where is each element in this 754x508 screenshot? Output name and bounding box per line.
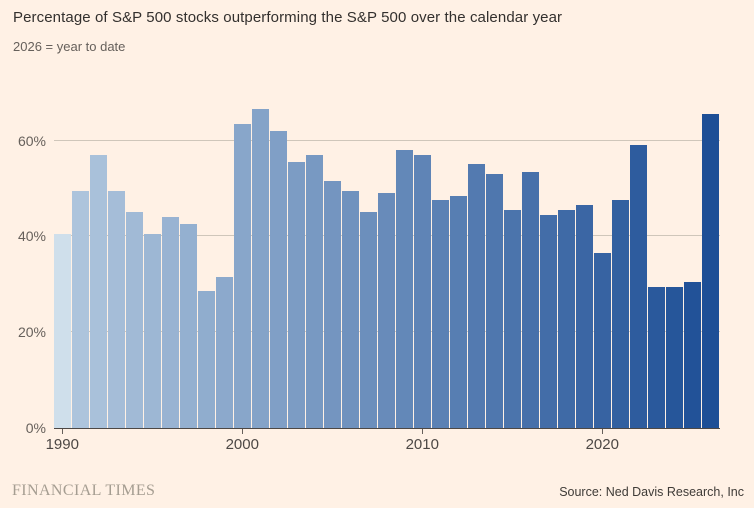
chart-area: 1990 2000 2010 2020 0% 20% 40% 60%	[0, 95, 754, 453]
bar-2009	[396, 150, 413, 428]
bar-2025	[684, 281, 701, 428]
bar-2002	[270, 130, 287, 428]
bar-1991	[72, 190, 89, 428]
bar-2010	[414, 154, 431, 428]
bar-1998	[198, 291, 215, 428]
bar-2014	[486, 174, 503, 428]
bar-2023	[648, 286, 665, 428]
bar-2017	[540, 214, 557, 428]
y-axis-label-20: 20%	[17, 324, 46, 341]
bar-2005	[324, 181, 341, 428]
bar-2001	[252, 109, 269, 428]
bar-1994	[126, 212, 143, 428]
bar-2011	[432, 200, 449, 428]
bar-2003	[288, 162, 305, 428]
bar-2013	[468, 164, 485, 428]
bar-1996	[162, 217, 179, 428]
bar-1993	[108, 190, 125, 428]
ft-wordmark: FINANCIAL TIMES	[12, 482, 156, 499]
y-axis-label-60: 60%	[17, 132, 46, 149]
bar-2021	[612, 200, 629, 428]
bar-1992	[90, 154, 107, 428]
bar-1997	[180, 224, 197, 428]
bar-1990	[54, 233, 71, 428]
bar-2004	[306, 154, 323, 428]
bar-2024	[666, 286, 683, 428]
bar-2012	[450, 195, 467, 428]
bar-2007	[360, 212, 377, 428]
bar-2000	[234, 123, 251, 428]
source-credit: Source: Ned Davis Research, Inc	[559, 485, 744, 499]
x-axis-tick-2010	[422, 429, 424, 434]
bar-2018	[558, 210, 575, 428]
x-axis-label-2010: 2010	[405, 436, 439, 453]
x-axis-label-2000: 2000	[225, 436, 259, 453]
bar-2015	[504, 210, 521, 428]
bar-2026	[702, 114, 719, 428]
bar-2008	[378, 193, 395, 428]
bar-2006	[342, 190, 359, 428]
x-axis-tick-2000	[242, 429, 244, 434]
chart-subtitle: 2026 = year to date	[13, 39, 126, 54]
bar-1999	[216, 277, 233, 428]
x-axis-label-2020: 2020	[585, 436, 619, 453]
chart-title: Percentage of S&P 500 stocks outperformi…	[13, 9, 563, 26]
bar-2019	[576, 205, 593, 428]
x-axis-label-1990: 1990	[45, 436, 79, 453]
y-axis-label-40: 40%	[17, 228, 46, 245]
bar-2016	[522, 171, 539, 428]
y-axis-label-0: 0%	[25, 420, 46, 436]
x-axis-tick-2020	[602, 429, 604, 434]
x-axis-line	[54, 427, 720, 429]
bar-2020	[594, 253, 611, 428]
bar-1995	[144, 233, 161, 428]
bar-2022	[630, 145, 647, 428]
plot-area: 1990 2000 2010 2020	[46, 95, 720, 453]
x-axis-tick-1990	[62, 429, 64, 434]
gridline-60	[54, 139, 720, 141]
